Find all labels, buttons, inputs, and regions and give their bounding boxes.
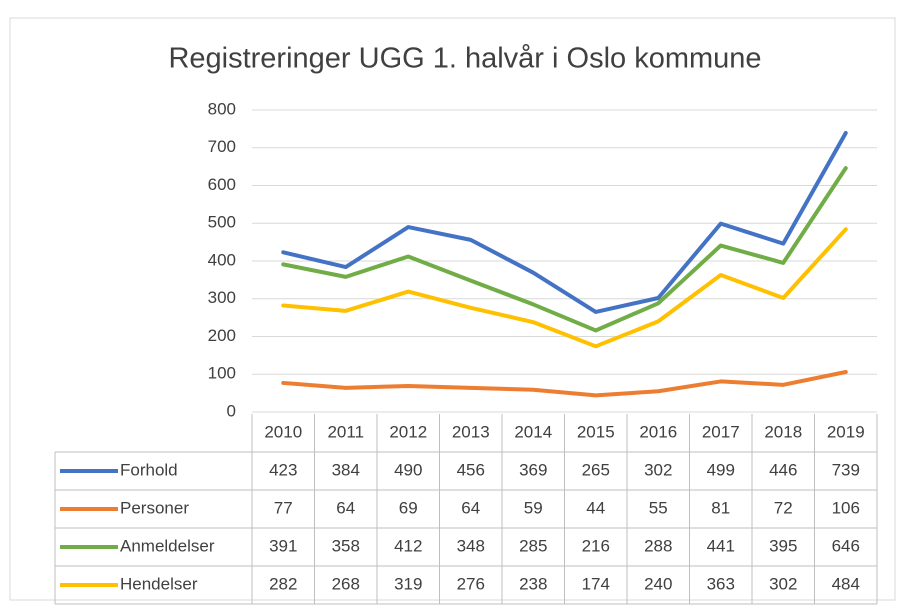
series-line (281, 369, 848, 398)
table-value: 216 (582, 536, 610, 555)
table-value: 55 (649, 498, 668, 517)
y-tick-label: 600 (208, 175, 236, 194)
table-value: 44 (586, 498, 605, 517)
table-value: 484 (832, 574, 860, 593)
table-value: 81 (711, 498, 730, 517)
legend-label: Forhold (120, 460, 178, 479)
table-value: 391 (269, 536, 297, 555)
table-value: 490 (394, 460, 422, 479)
table-value: 69 (399, 498, 418, 517)
series-line (281, 166, 848, 333)
table-value: 348 (457, 536, 485, 555)
legend-label: Hendelser (120, 574, 198, 593)
table-value: 285 (519, 536, 547, 555)
x-tick-label: 2011 (327, 422, 364, 441)
table-value: 106 (832, 498, 860, 517)
table-value: 64 (336, 498, 355, 517)
table-value: 456 (457, 460, 485, 479)
table-value: 446 (769, 460, 797, 479)
series-line (281, 131, 848, 314)
y-tick-label: 0 (227, 401, 236, 420)
table-value: 423 (269, 460, 297, 479)
series-line (281, 227, 848, 349)
x-tick-label: 2012 (389, 422, 427, 441)
table-value: 302 (644, 460, 672, 479)
y-tick-label: 500 (208, 213, 236, 232)
table-value: 319 (394, 574, 422, 593)
table-value: 174 (582, 574, 610, 593)
table-value: 302 (769, 574, 797, 593)
x-tick-label: 2013 (452, 422, 490, 441)
legend-label: Personer (120, 498, 189, 517)
table-value: 441 (707, 536, 735, 555)
table-value: 265 (582, 460, 610, 479)
table-value: 358 (332, 536, 360, 555)
y-tick-label: 100 (208, 364, 236, 383)
chart-frame (9, 17, 896, 601)
table-value: 412 (394, 536, 422, 555)
table-value: 395 (769, 536, 797, 555)
table-value: 72 (774, 498, 793, 517)
chart-title: Registreringer UGG 1. halvår i Oslo komm… (168, 43, 761, 75)
table-value: 369 (519, 460, 547, 479)
x-tick-label: 2017 (702, 422, 740, 441)
table-value: 59 (524, 498, 543, 517)
y-tick-label: 700 (208, 137, 236, 156)
legend-label: Anmeldelser (120, 536, 215, 555)
table-value: 363 (707, 574, 735, 593)
table-value: 646 (832, 536, 860, 555)
y-tick-label: 400 (208, 250, 236, 269)
table-value: 64 (461, 498, 480, 517)
x-tick-label: 2015 (577, 422, 615, 441)
table-value: 499 (707, 460, 735, 479)
y-tick-label: 200 (208, 326, 236, 345)
y-tick-label: 300 (208, 288, 236, 307)
x-tick-label: 2018 (764, 422, 802, 441)
x-tick-label: 2014 (514, 422, 552, 441)
table-value: 240 (644, 574, 672, 593)
table-value: 238 (519, 574, 547, 593)
table-value: 77 (274, 498, 293, 517)
table-value: 282 (269, 574, 297, 593)
table-value: 288 (644, 536, 672, 555)
table-value: 739 (832, 460, 860, 479)
x-tick-label: 2010 (264, 422, 302, 441)
table-value: 384 (332, 460, 360, 479)
x-tick-label: 2019 (827, 422, 865, 441)
x-tick-label: 2016 (639, 422, 677, 441)
table-value: 268 (332, 574, 360, 593)
table-value: 276 (457, 574, 485, 593)
y-tick-label: 800 (208, 99, 236, 118)
